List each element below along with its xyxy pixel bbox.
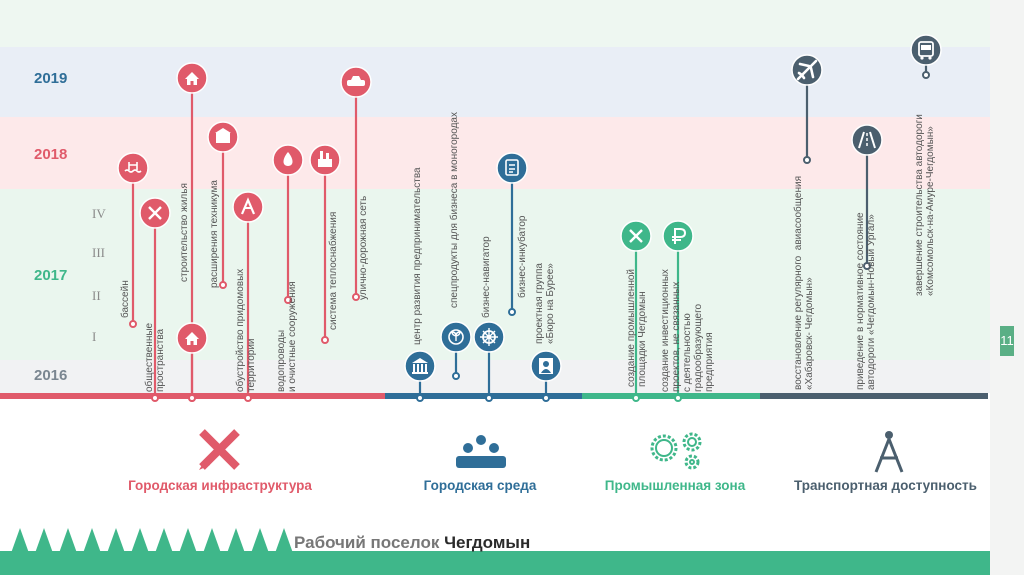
baseline-segment-3: [760, 393, 988, 399]
timeline-diagram: [0, 34, 1000, 575]
milestone-label-navigator: бизнес-навигатор: [481, 236, 492, 318]
band-2019: [0, 47, 990, 117]
quarter-i: I: [92, 329, 97, 344]
marker-pool: [117, 152, 149, 184]
tree-icon: [130, 528, 150, 556]
year-2016: 2016: [34, 367, 68, 384]
marker-housing-2016: [176, 322, 208, 354]
pencil-ruler-icon: [199, 429, 240, 470]
stem-dot-project-group: [542, 394, 550, 402]
stem-dot-yards: [244, 394, 252, 402]
band-2018: [0, 117, 990, 189]
milestone-label-public-spaces: общественные пространства: [144, 322, 166, 392]
marker-incubator: [496, 152, 528, 184]
milestone-label-pool: бассейн: [120, 280, 131, 318]
tree-icon: [58, 528, 78, 556]
marker-air-service: [791, 54, 823, 86]
milestone-label-roads: улично-дорожная сеть: [358, 195, 369, 300]
year-2017: 2017: [34, 267, 68, 284]
tree-icon: [202, 528, 222, 556]
milestone-label-air-service: восстановление регулярного авиасообщения…: [793, 176, 815, 390]
marker-water: [272, 144, 304, 176]
milestone-label-highway: завершение строительства автодороги «Ком…: [914, 114, 936, 296]
marker-business-center: [404, 350, 436, 382]
stem-dot-college: [219, 281, 227, 289]
stem-dot-special-products: [452, 372, 460, 380]
compass-icon: [874, 431, 904, 473]
stem-dot-road-repair: [863, 262, 871, 270]
stem-dot-industrial-site: [632, 394, 640, 402]
category-label-transport: Транспортная доступность: [794, 478, 977, 493]
footer-title: Рабочий поселок Чегдомын: [294, 533, 531, 552]
milestone-label-incubator: бизнес-инкубатор: [517, 215, 528, 298]
stem-dot-heating: [321, 336, 329, 344]
milestone-label-industrial-site: создание промышленной площадки Чегдомын: [626, 269, 648, 387]
stem-dot-navigator: [485, 394, 493, 402]
marker-investment: [662, 220, 694, 252]
right-sidebar: [990, 0, 1024, 575]
stem-dot-water: [284, 296, 292, 304]
milestone-label-special-products: спецпродукты для бизнеса в моногородах: [449, 112, 460, 308]
marker-housing: [176, 62, 208, 94]
milestone-label-road-repair: приведение в нормативное состояние автод…: [855, 212, 877, 390]
tree-icon: [106, 528, 126, 556]
milestone-label-heating: система теплоснабжения: [328, 211, 339, 330]
marker-highway: [910, 34, 942, 66]
milestone-label-yards: обустройство придомовых территории: [235, 268, 257, 392]
marker-road-repair: [851, 124, 883, 156]
milestone-label-water: водопроводы и очистные сооружения: [276, 281, 298, 392]
marker-navigator: [473, 321, 505, 353]
tree-icon: [154, 528, 174, 556]
tree-icon: [178, 528, 198, 556]
milestone-label-project-group: проектная группа «Бюро на Бурее»: [534, 263, 556, 344]
baseline-segment-2: [582, 393, 760, 399]
quarter-ii: II: [92, 288, 101, 303]
marker-heating: [309, 144, 341, 176]
tree-icon: [250, 528, 270, 556]
stem-dot-pool: [129, 320, 137, 328]
category-label-industrial-zone: Промышленная зона: [604, 478, 746, 493]
band-top: [0, 0, 990, 47]
marker-college: [207, 121, 239, 153]
milestone-label-business-center: центр развития предпринимательства: [412, 167, 423, 345]
tree-icon: [10, 528, 30, 556]
tree-icon: [82, 528, 102, 556]
stem-dot-housing-2016: [188, 394, 196, 402]
stem-dot-incubator: [508, 308, 516, 316]
forest-footer: [0, 528, 1000, 575]
marker-industrial-site: [620, 220, 652, 252]
category-label-urban-infrastructure: Городская инфраструктура: [128, 478, 312, 493]
year-2019: 2019: [34, 70, 68, 87]
tree-icon: [226, 528, 246, 556]
milestone-label-housing: строительство жилья: [179, 183, 190, 282]
marker-project-group: [530, 350, 562, 382]
baseline-segment-1: [385, 393, 582, 399]
year-2018: 2018: [34, 146, 68, 163]
people-group-icon: [456, 435, 506, 468]
milestone-label-college: расширения техникума: [209, 180, 220, 288]
stem-dot-business-center: [416, 394, 424, 402]
band-2016: [0, 360, 990, 393]
quarter-iii: III: [92, 245, 105, 260]
quarter-iv: IV: [92, 206, 106, 221]
stem-dot-investment: [674, 394, 682, 402]
stem-dot-public-spaces: [151, 394, 159, 402]
marker-public-spaces: [139, 197, 171, 229]
tree-icon: [274, 528, 294, 556]
stem-dot-highway: [922, 71, 930, 79]
page-number: 11: [1000, 326, 1014, 356]
marker-special-products: [440, 321, 472, 353]
tree-icon: [34, 528, 54, 556]
marker-yards: [232, 191, 264, 223]
stem-dot-roads: [352, 293, 360, 301]
category-label-urban-environment: Городская среда: [423, 478, 537, 493]
gears-icon: [650, 432, 702, 470]
marker-roads: [340, 66, 372, 98]
stem-dot-air-service: [803, 156, 811, 164]
milestone-label-investment: создание инвестиционных проектов, не свя…: [660, 269, 715, 392]
